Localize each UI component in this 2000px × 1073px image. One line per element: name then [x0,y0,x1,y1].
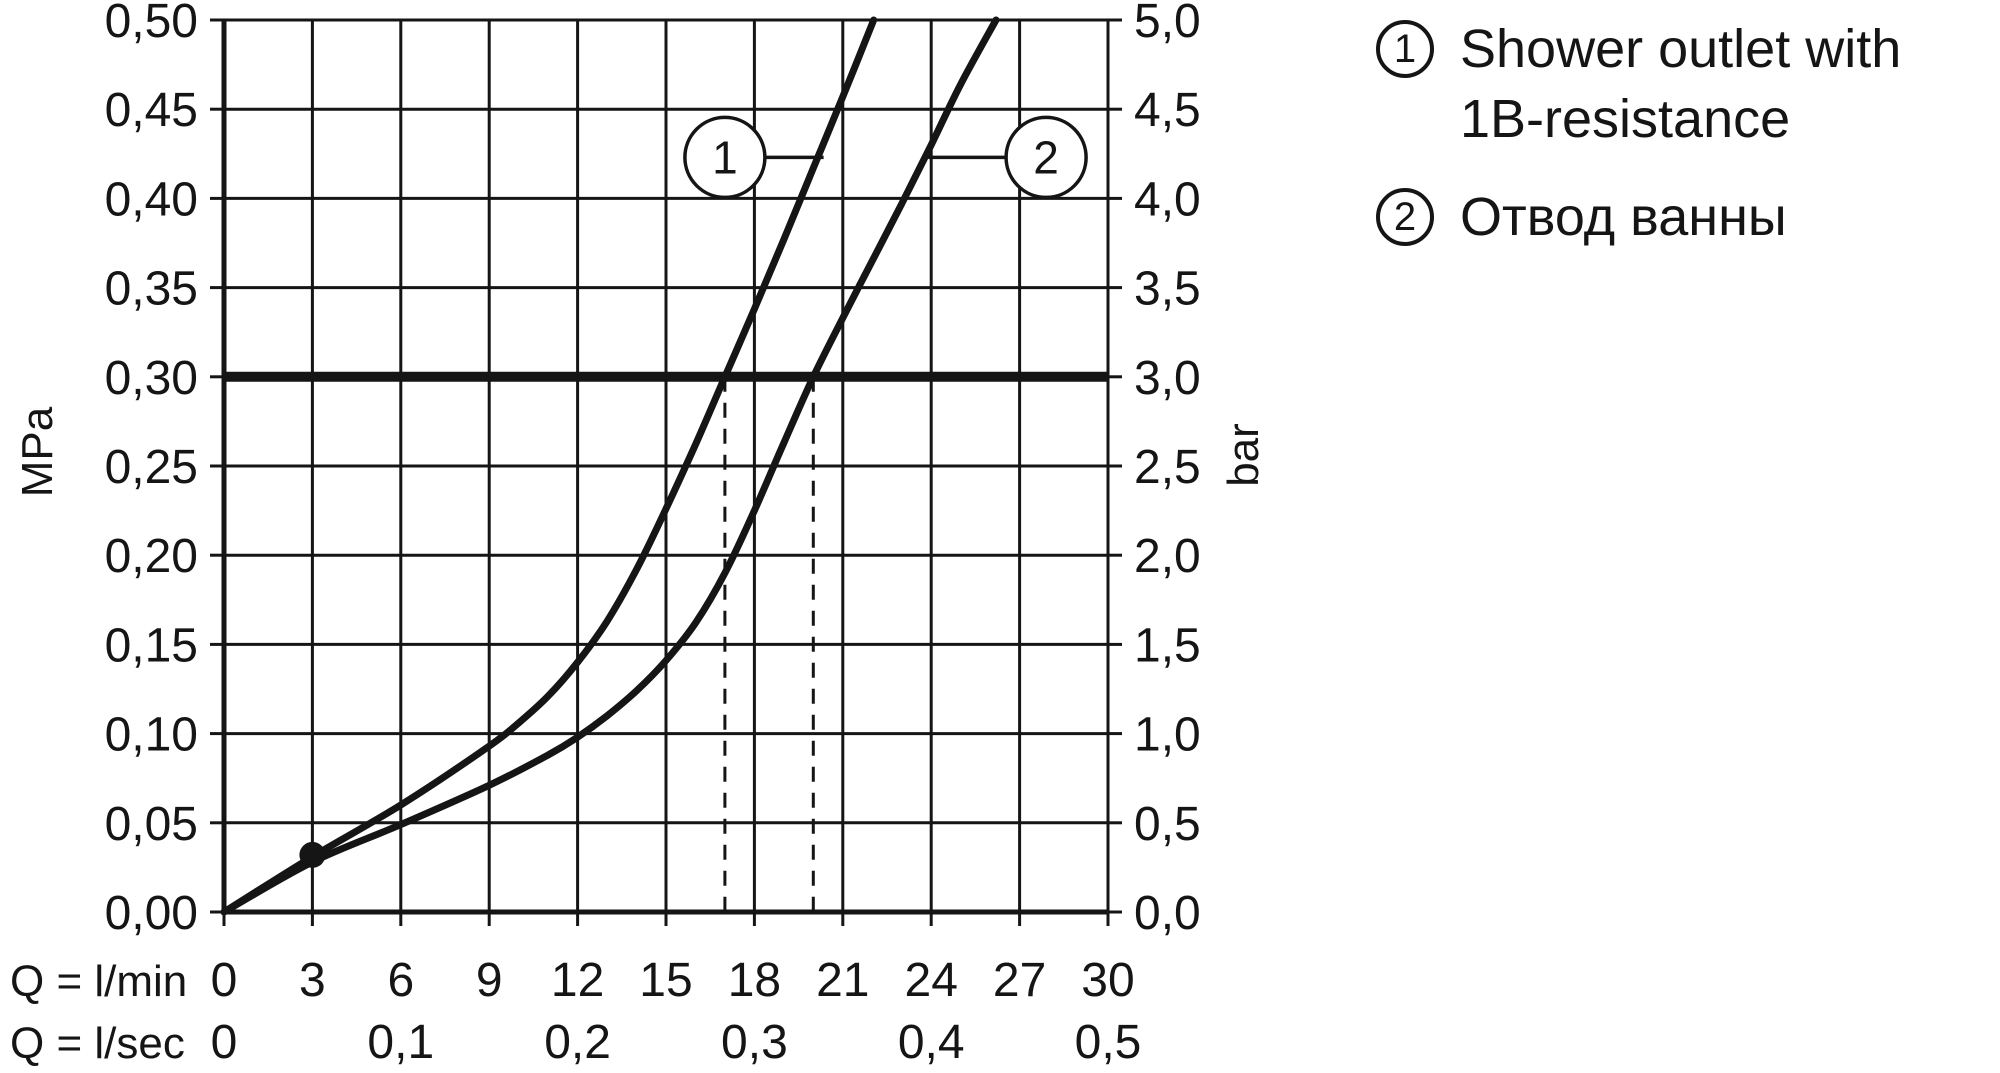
svg-text:0: 0 [211,954,238,1007]
x-axis-lmin-caption: Q = l/min [10,957,187,1006]
svg-text:0,5: 0,5 [1134,798,1201,851]
svg-text:2: 2 [1033,131,1059,183]
svg-text:0,15: 0,15 [105,619,198,672]
grid [222,18,1110,914]
curve-2 [220,16,1000,916]
svg-text:0,25: 0,25 [105,441,198,494]
svg-text:0,45: 0,45 [105,84,198,137]
x-lsec-tick-labels: 0 0,1 0,2 0,3 0,4 0,5 [211,1016,1142,1069]
svg-text:0,10: 0,10 [105,709,198,762]
svg-text:0,40: 0,40 [105,173,198,226]
svg-text:0,00: 0,00 [105,887,198,940]
chart-legend: 1 Shower outlet with 1B-resistance 2 Отв… [1376,14,1996,281]
svg-text:21: 21 [816,954,869,1007]
svg-text:0,20: 0,20 [105,530,198,583]
svg-text:30: 30 [1081,954,1134,1007]
curve-1 [220,16,878,916]
svg-text:0,2: 0,2 [544,1016,611,1069]
legend-item-2: 2 Отвод ванны [1376,182,1996,252]
svg-text:0,0: 0,0 [1134,887,1201,940]
svg-text:1: 1 [712,131,738,183]
svg-text:0: 0 [211,1016,238,1069]
legend-label-2: Отвод ванны [1460,187,1787,248]
svg-text:0,4: 0,4 [898,1016,965,1069]
svg-text:0,05: 0,05 [105,798,198,851]
svg-text:0,3: 0,3 [721,1016,788,1069]
svg-text:6: 6 [387,954,414,1007]
svg-text:1,5: 1,5 [1134,619,1201,672]
dashed-guides [723,376,815,912]
callout-2: 2 [928,115,1088,200]
axes [210,18,1122,926]
marker-dot [299,841,326,868]
svg-text:3,0: 3,0 [1134,352,1201,405]
svg-text:0,1: 0,1 [367,1016,434,1069]
y-left-unit-label: MPa [13,406,62,497]
x-lmin-tick-labels: 0 3 6 9 12 15 18 21 24 27 30 [211,954,1135,1007]
svg-text:3: 3 [299,954,326,1007]
svg-text:18: 18 [728,954,781,1007]
legend-label-1: Shower outlet with 1B-resistance [1460,19,1902,150]
x-axis-lsec-caption: Q = l/sec [10,1019,185,1068]
svg-text:24: 24 [905,954,958,1007]
svg-text:4,5: 4,5 [1134,84,1201,137]
svg-text:12: 12 [551,954,604,1007]
legend-number-2-circle: 2 [1376,188,1434,247]
svg-text:2,5: 2,5 [1134,441,1201,494]
svg-text:0,50: 0,50 [105,0,198,48]
flow-pressure-chart: 1 20,000,050,100,150,200,250,300,350,400,… [10,0,1268,1069]
svg-text:0,5: 0,5 [1075,1016,1142,1069]
y-right-unit-label: bar [1219,423,1268,487]
svg-text:1,0: 1,0 [1134,709,1201,762]
callout-1: 1 [683,115,824,200]
svg-text:9: 9 [476,954,503,1007]
svg-text:3,5: 3,5 [1134,263,1201,316]
svg-text:15: 15 [639,954,692,1007]
svg-text:4,0: 4,0 [1134,173,1201,226]
y-left-tick-labels: 0,00 0,05 0,10 0,15 0,20 0,25 0,30 0,35 0,40 0,45… [105,0,198,940]
svg-text:0,30: 0,30 [105,352,198,405]
legend-item-1: 1 Shower outlet with 1B-resistance [1376,14,1996,154]
svg-text:0,35: 0,35 [105,263,198,316]
svg-text:2,0: 2,0 [1134,530,1201,583]
legend-number-1-circle: 1 [1376,20,1434,78]
svg-text:5,0: 5,0 [1134,0,1201,48]
svg-text:27: 27 [993,954,1046,1007]
y-right-tick-labels: 0,0 0,5 1,0 1,5 2,0 2,5 3,0 3,5 4,0 4,5 5,0 [1134,0,1201,940]
